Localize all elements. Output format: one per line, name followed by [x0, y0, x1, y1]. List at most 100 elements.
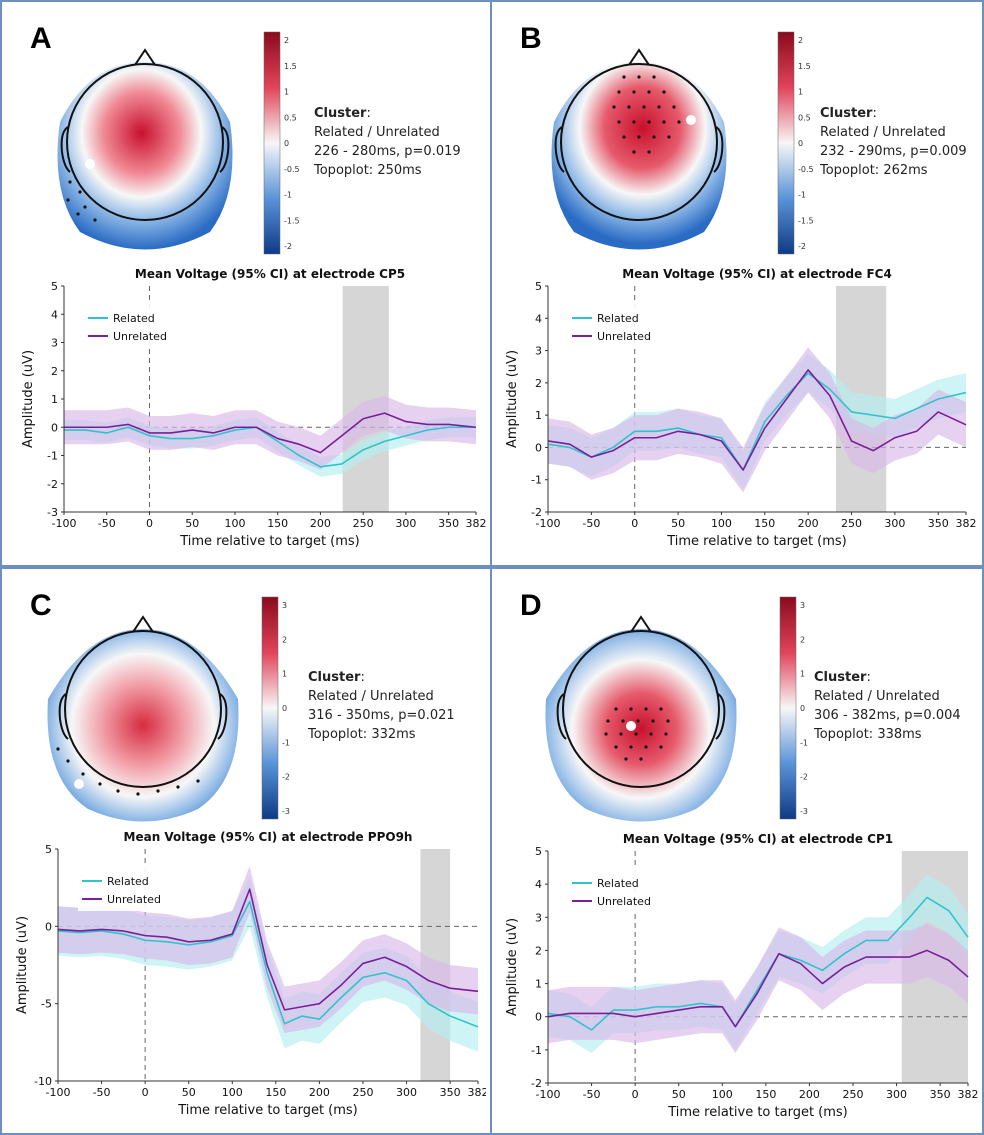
- x-tick-label: 150: [265, 1086, 286, 1099]
- topoplot-head-map: [47, 629, 239, 822]
- cluster-title: Cluster: [314, 106, 367, 121]
- erp-chart: Mean Voltage (95% CI) at electrode PPO9h…: [15, 830, 486, 1118]
- x-tick-label: 350: [440, 1086, 461, 1099]
- x-tick-label: -50: [582, 517, 600, 530]
- y-tick-label: -2: [531, 506, 542, 519]
- colorbar-tick-label: -2: [284, 242, 292, 251]
- y-tick-label: 4: [535, 878, 542, 891]
- topoplot-ear-left: [58, 693, 69, 740]
- x-axis-label: Time relative to target (ms): [667, 1105, 848, 1120]
- topoplot-cluster-electrodes: [604, 707, 670, 761]
- cluster-title: Cluster: [308, 670, 361, 685]
- x-tick-label: 300: [395, 517, 416, 530]
- x-axis-label: Time relative to target (ms): [666, 534, 847, 549]
- x-tick-label: 150: [267, 517, 288, 530]
- x-tick-label: -100: [52, 517, 77, 530]
- legend-box: [84, 304, 174, 348]
- topoplot-nose: [628, 48, 650, 66]
- colorbar-tick-label: 0.5: [284, 113, 297, 122]
- topoplot-ear-left: [554, 126, 565, 173]
- legend-label-unrelated: Unrelated: [107, 893, 161, 906]
- topoplot-ear-right: [219, 126, 230, 173]
- series-line-unrelated: [547, 949, 969, 1028]
- x-tick-label: 0: [142, 1086, 149, 1099]
- colorbar-tick-label: 2: [798, 36, 803, 45]
- topoplot-head-map: [545, 629, 737, 822]
- topoplot-cluster-electrodes: [612, 75, 681, 154]
- legend-box: [568, 304, 658, 348]
- topoplot-electrode-marker: [626, 721, 636, 731]
- legend-box: [78, 867, 168, 911]
- series-line-unrelated: [64, 412, 477, 454]
- x-tick-label: 150: [755, 1088, 776, 1101]
- y-axis-label: Amplitude (uV): [505, 350, 520, 448]
- topoplot-ear-right: [715, 693, 726, 740]
- y-axis-label: Amplitude (uV): [21, 350, 36, 448]
- series-line-related: [547, 372, 967, 471]
- erp-chart: Mean Voltage (95% CI) at electrode FC4 5 4…: [505, 267, 977, 549]
- y-tick-label: 0: [535, 441, 542, 454]
- colorbar-tick-label: -0.5: [798, 165, 814, 174]
- x-tick-label: 350: [928, 517, 949, 530]
- series-line-related: [547, 896, 969, 1031]
- legend-label-related: Related: [107, 875, 149, 888]
- x-tick-label: 50: [672, 1088, 686, 1101]
- colorbar-tick-label: -1: [284, 191, 292, 200]
- erp-chart: Mean Voltage (95% CI) at electrode CP1 5 4…: [505, 832, 979, 1120]
- legend-box: [568, 869, 658, 913]
- colorbar-tick-label: -1: [282, 738, 290, 747]
- legend: Related Unrelated: [568, 869, 658, 913]
- legend: Related Unrelated: [78, 867, 168, 911]
- cluster-window: 226 - 280ms, p=0.019: [314, 144, 461, 159]
- topoplot-electrode-marker: [686, 115, 696, 125]
- ci-band-unrelated: [64, 396, 476, 470]
- y-tick-label: 4: [51, 308, 58, 321]
- series-line-unrelated: [57, 888, 479, 1011]
- y-tick-label: 4: [535, 312, 542, 325]
- topoplot-head-map: [551, 62, 727, 250]
- cluster-window: 316 - 350ms, p=0.021: [308, 708, 455, 723]
- legend: Related Unrelated: [84, 304, 174, 348]
- cluster-topoplot: Topoplot: 262ms: [820, 163, 928, 178]
- y-tick-label: 1: [51, 393, 58, 406]
- ci-band-unrelated: [548, 347, 966, 493]
- cluster-condition: Related / Unrelated: [820, 125, 946, 140]
- erp-chart: Mean Voltage (95% CI) at electrode CP5 5 4…: [21, 267, 486, 549]
- x-axis-label: Time relative to target (ms): [179, 534, 360, 549]
- chart-title: Mean Voltage (95% CI) at electrode CP1: [623, 832, 893, 846]
- topoplot-nose: [134, 48, 156, 66]
- y-axis-label: Amplitude (uV): [505, 918, 520, 1016]
- x-tick-label: -100: [536, 1088, 561, 1101]
- x-tick-label: 300: [884, 517, 905, 530]
- chart-title: Mean Voltage (95% CI) at electrode CP5: [135, 267, 405, 281]
- y-tick-label: 5: [535, 845, 542, 858]
- series-line-related: [64, 426, 476, 468]
- y-tick-label: 5: [535, 280, 542, 293]
- colorbar-tick-label: 0: [800, 704, 805, 713]
- y-tick-label: -5: [41, 998, 52, 1011]
- y-tick-label: 2: [51, 365, 58, 378]
- x-tick-label: 0: [632, 1088, 639, 1101]
- x-tick-label: 350: [438, 517, 459, 530]
- cluster-info: Cluster: Related / Unrelated 306 - 382ms…: [814, 668, 961, 744]
- x-tick-label: 200: [798, 517, 819, 530]
- topoplot-nose: [630, 615, 652, 633]
- x-tick-label: 200: [310, 517, 331, 530]
- colorbar-tick-label: 3: [282, 601, 287, 610]
- y-tick-label: -3: [47, 506, 58, 519]
- x-tick-label: -100: [46, 1086, 71, 1099]
- topoplot-nose: [132, 615, 154, 633]
- colorbar-tick-label: 0.5: [798, 113, 811, 122]
- panel-d: D 3 2 1: [490, 567, 984, 1135]
- series-line-unrelated: [547, 369, 967, 471]
- x-tick-label: 300: [396, 1086, 417, 1099]
- cluster-topoplot: Topoplot: 332ms: [308, 727, 416, 742]
- colorbar-tick-label: 0: [798, 139, 803, 148]
- panel-c: C 3 2 1 0 -1 -2 -3: [0, 567, 492, 1135]
- topoplot-head-outline: [66, 63, 224, 221]
- cluster-window: 232 - 290ms, p=0.009: [820, 144, 967, 159]
- legend-label-related: Related: [597, 312, 639, 325]
- y-tick-label: 0: [535, 1011, 542, 1024]
- cluster-info: Cluster: Related / Unrelated 232 - 290ms…: [820, 104, 967, 180]
- colorbar-tick-label: 2: [800, 635, 805, 644]
